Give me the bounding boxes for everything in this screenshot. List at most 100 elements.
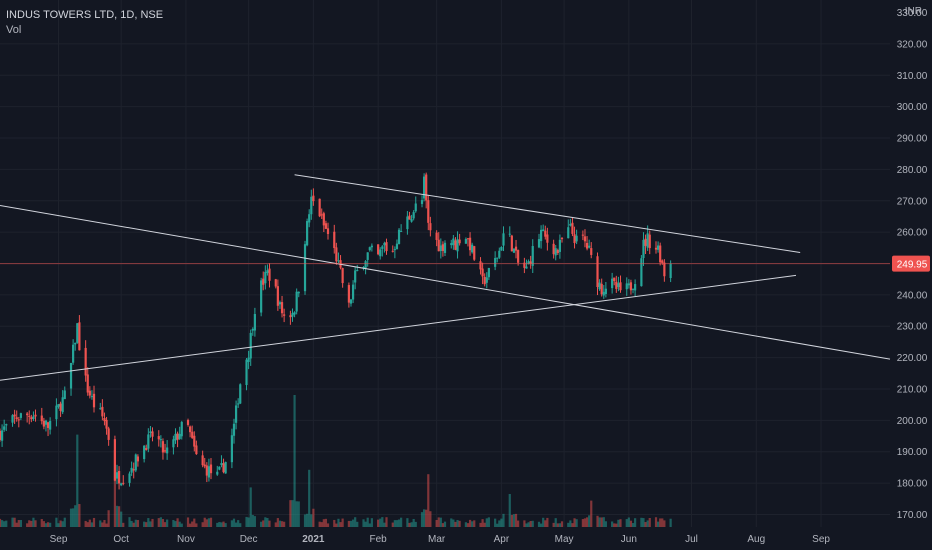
- volume-bar: [527, 522, 530, 527]
- volume-bar: [115, 505, 119, 527]
- volume-bar: [17, 520, 20, 527]
- volume-bar: [646, 520, 649, 527]
- volume-bar: [312, 508, 315, 527]
- candle-body: [412, 212, 415, 219]
- volume-bar: [546, 517, 549, 527]
- candle-body: [341, 268, 344, 284]
- candle-body: [251, 328, 254, 331]
- volume-bar: [450, 518, 453, 527]
- candle-body: [15, 417, 18, 420]
- volume-bar: [473, 520, 476, 527]
- volume-bar: [310, 514, 313, 527]
- candle-body: [598, 282, 601, 290]
- volume-bar: [99, 520, 102, 527]
- volume-bar: [120, 511, 123, 527]
- volume-bar: [659, 518, 662, 527]
- symbol-title[interactable]: INDUS TOWERS LTD, 1D, NSE: [6, 9, 164, 21]
- volume-bar: [145, 522, 148, 527]
- candle-body: [429, 223, 432, 231]
- candle-body: [368, 247, 371, 251]
- candle-body: [268, 268, 271, 281]
- candle-body: [517, 250, 520, 263]
- volume-bar: [222, 521, 225, 527]
- candle-body: [377, 244, 380, 255]
- volume-bar: [49, 522, 52, 527]
- volume-bar: [30, 520, 33, 527]
- volume-bar: [590, 500, 593, 527]
- volume-bar: [13, 517, 16, 527]
- volume-bar: [239, 523, 242, 527]
- candle-body: [28, 415, 31, 417]
- volume-bar: [207, 518, 211, 527]
- candle-body: [57, 404, 60, 407]
- chart-legend: INDUS TOWERS LTD, 1D, NSE Vol: [6, 8, 163, 38]
- candle-body: [569, 223, 572, 226]
- volume-bar: [648, 517, 651, 527]
- volume-bar: [523, 520, 526, 527]
- candle-body: [249, 332, 252, 359]
- candle-body: [32, 416, 35, 420]
- volume-bar: [105, 523, 108, 527]
- candle-body: [266, 270, 269, 273]
- volume-bar: [46, 522, 50, 527]
- volume-bar: [479, 522, 482, 527]
- volume-bar: [69, 508, 73, 527]
- volume-bar: [326, 523, 330, 527]
- candle-body: [602, 291, 605, 296]
- candle-body: [540, 229, 543, 242]
- volume-bar: [55, 517, 58, 527]
- volume-bar: [189, 523, 192, 527]
- y-tick-label: 190.00: [897, 447, 928, 458]
- candle-body: [546, 234, 549, 243]
- volume-bar: [642, 518, 645, 527]
- volume-bar: [220, 522, 223, 527]
- volume-bar: [423, 509, 426, 527]
- candle-body: [101, 406, 104, 417]
- candle-body: [224, 462, 227, 474]
- candle-body: [247, 357, 250, 363]
- candle-body: [464, 239, 467, 244]
- candle-body: [293, 312, 296, 315]
- y-tick-label: 290.00: [897, 134, 928, 145]
- volume-bar: [502, 513, 505, 527]
- volume-bar: [278, 520, 282, 527]
- volume-bar: [439, 517, 442, 527]
- volume-bar: [529, 520, 532, 527]
- volume-bar: [186, 517, 190, 527]
- volume-bar: [201, 522, 204, 527]
- volume-bar: [573, 518, 576, 527]
- candle-body: [44, 420, 48, 425]
- x-axis: Sep Oct Nov Dec 2021 Feb Mar Apr May Jun Jul Aug Sep: [50, 534, 831, 545]
- volume-bar: [452, 519, 455, 527]
- candle-body: [496, 257, 499, 259]
- volume-bar: [166, 519, 169, 527]
- volume-bar: [232, 518, 236, 527]
- candle-body: [395, 243, 399, 250]
- candle-body: [78, 322, 81, 351]
- candle-body: [364, 261, 367, 269]
- candle-body: [514, 246, 518, 251]
- candle-body: [245, 359, 248, 386]
- volume-bar: [381, 517, 384, 527]
- candle-body: [542, 229, 545, 232]
- candle-body: [92, 393, 96, 408]
- volume-bar: [391, 522, 394, 527]
- candle-body: [498, 250, 501, 258]
- candle-body: [0, 430, 2, 440]
- candle-body: [318, 198, 321, 217]
- candle-body: [136, 456, 139, 462]
- candle-body: [435, 232, 438, 240]
- volume-bar: [600, 517, 603, 527]
- volume-bar: [514, 513, 518, 527]
- volume-bar: [5, 520, 8, 527]
- volume-label[interactable]: Vol: [6, 24, 22, 36]
- volume-bar: [540, 523, 543, 527]
- candle-body: [487, 267, 490, 278]
- candle-body: [337, 260, 340, 262]
- candle-body: [575, 235, 578, 242]
- candle-body: [222, 463, 225, 473]
- volume-bar: [510, 514, 513, 527]
- volume-bar: [291, 500, 294, 527]
- volume-bar: [341, 518, 344, 527]
